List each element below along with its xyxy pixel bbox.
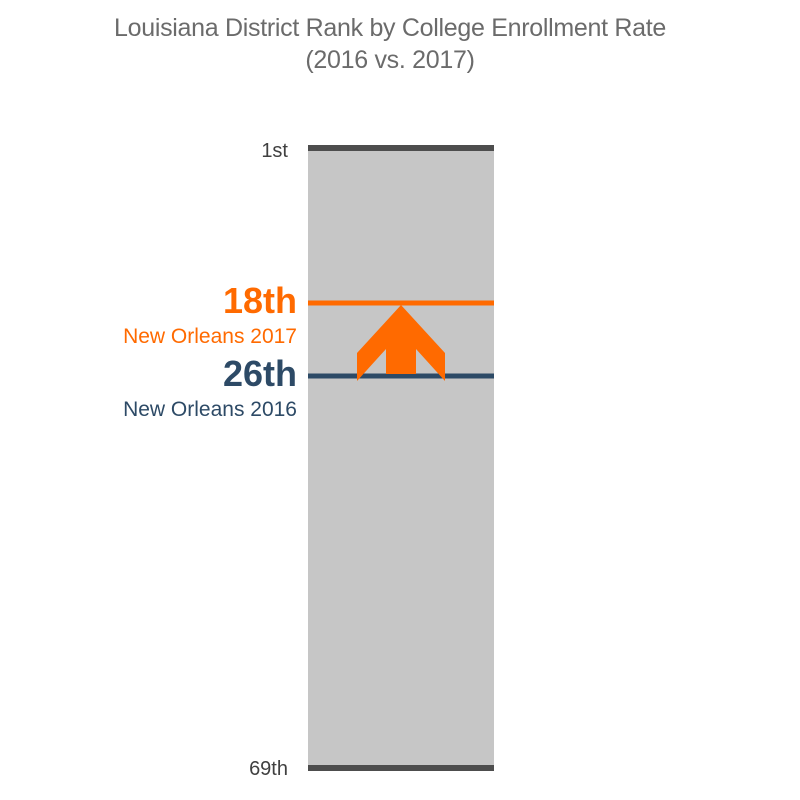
rank-marker-name: New Orleans 2016 (123, 398, 297, 421)
rank-marker-value: 18th (223, 280, 297, 321)
rank-marker-name: New Orleans 2017 (123, 325, 297, 348)
rank-marker-value: 26th (223, 353, 297, 394)
chart-subtitle: (2016 vs. 2017) (305, 46, 475, 74)
top-rank-label: 1st (261, 140, 288, 162)
chart-title: Louisiana District Rank by College Enrol… (114, 14, 666, 42)
rank-scale-bar (308, 146, 494, 768)
rank-improvement-arrow (357, 305, 445, 381)
bottom-rank-label: 69th (249, 758, 288, 780)
